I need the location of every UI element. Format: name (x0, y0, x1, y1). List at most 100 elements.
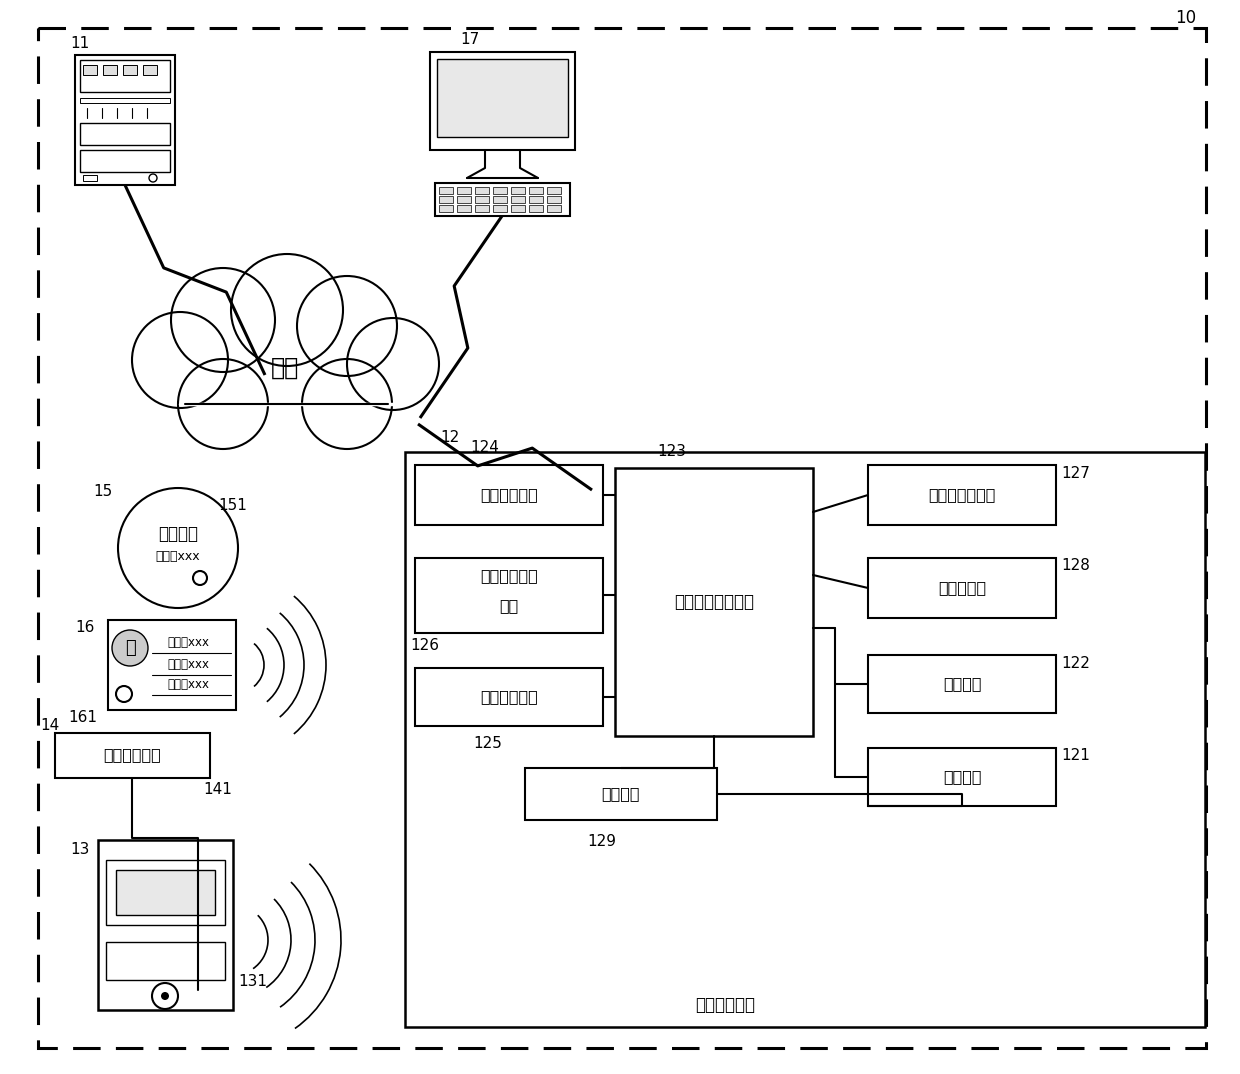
Polygon shape (494, 187, 507, 194)
Text: 131: 131 (238, 974, 267, 989)
Polygon shape (436, 59, 568, 137)
Polygon shape (868, 465, 1056, 525)
Polygon shape (81, 60, 170, 92)
Text: 127: 127 (1061, 465, 1090, 480)
Polygon shape (143, 66, 157, 75)
Circle shape (112, 630, 148, 666)
Text: 姓名：xxx: 姓名：xxx (167, 636, 210, 649)
Polygon shape (415, 668, 603, 726)
Polygon shape (439, 195, 453, 203)
Circle shape (231, 253, 343, 366)
Text: 12: 12 (440, 430, 459, 445)
Text: 13: 13 (69, 842, 89, 857)
Circle shape (161, 992, 169, 1000)
Polygon shape (439, 187, 453, 194)
Circle shape (171, 268, 275, 372)
Polygon shape (547, 187, 560, 194)
Text: 在此工作: 在此工作 (157, 525, 198, 543)
Circle shape (193, 571, 207, 585)
Polygon shape (98, 840, 233, 1010)
Polygon shape (108, 620, 236, 710)
Polygon shape (123, 66, 136, 75)
Polygon shape (458, 187, 471, 194)
Polygon shape (83, 175, 97, 182)
Text: 129: 129 (587, 834, 616, 850)
Polygon shape (105, 942, 224, 979)
Text: 职务：xxx: 职务：xxx (167, 678, 210, 691)
Text: 液晶触摸显示屏: 液晶触摸显示屏 (929, 488, 996, 503)
Polygon shape (458, 205, 471, 212)
Polygon shape (475, 195, 489, 203)
Polygon shape (868, 655, 1056, 713)
Polygon shape (105, 860, 224, 925)
Text: 手持终端设备: 手持终端设备 (694, 996, 755, 1014)
Text: 近场通信识别: 近场通信识别 (480, 568, 538, 583)
Circle shape (131, 313, 228, 408)
Polygon shape (494, 205, 507, 212)
Polygon shape (494, 195, 507, 203)
Polygon shape (81, 98, 170, 103)
Polygon shape (55, 732, 210, 778)
Polygon shape (435, 183, 570, 216)
Polygon shape (458, 195, 471, 203)
Circle shape (117, 686, 131, 702)
Polygon shape (615, 468, 813, 736)
Polygon shape (511, 187, 525, 194)
Polygon shape (475, 205, 489, 212)
Polygon shape (547, 205, 560, 212)
Polygon shape (415, 558, 603, 633)
Polygon shape (103, 66, 117, 75)
Circle shape (118, 488, 238, 608)
Text: 现场接地装置: 现场接地装置 (103, 748, 161, 763)
Circle shape (347, 318, 439, 410)
Text: 141: 141 (203, 783, 232, 798)
Text: 121: 121 (1061, 749, 1090, 764)
Circle shape (298, 276, 397, 376)
Text: 网络: 网络 (270, 355, 299, 380)
Text: 扬声器电路: 扬声器电路 (937, 581, 986, 595)
Polygon shape (415, 465, 603, 525)
Text: 中央处理芯片电路: 中央处理芯片电路 (675, 593, 754, 611)
Polygon shape (83, 66, 97, 75)
Text: 122: 122 (1061, 655, 1090, 670)
Text: 电路: 电路 (500, 598, 518, 613)
Polygon shape (430, 52, 575, 150)
Polygon shape (868, 748, 1056, 806)
Text: 电源电路: 电源电路 (601, 786, 640, 801)
Text: 15: 15 (93, 484, 113, 499)
Polygon shape (117, 870, 215, 915)
Text: 151: 151 (218, 497, 247, 512)
Text: 人: 人 (125, 639, 135, 657)
Polygon shape (868, 558, 1056, 618)
Polygon shape (547, 195, 560, 203)
Polygon shape (81, 150, 170, 172)
Polygon shape (511, 205, 525, 212)
Circle shape (179, 359, 268, 449)
Text: 126: 126 (410, 638, 439, 653)
Text: 10: 10 (1176, 9, 1197, 27)
Polygon shape (81, 124, 170, 145)
Text: 125: 125 (472, 737, 502, 752)
Polygon shape (529, 205, 543, 212)
Polygon shape (439, 205, 453, 212)
Polygon shape (529, 187, 543, 194)
Polygon shape (475, 187, 489, 194)
Text: 编号：xxx: 编号：xxx (156, 550, 201, 563)
Text: 16: 16 (74, 621, 94, 636)
Text: 14: 14 (40, 717, 60, 732)
Text: 部门：xxx: 部门：xxx (167, 657, 210, 670)
Text: 摄像装置: 摄像装置 (942, 769, 981, 784)
Text: 128: 128 (1061, 558, 1090, 574)
Text: 124: 124 (470, 440, 498, 455)
Polygon shape (511, 195, 525, 203)
Text: 17: 17 (460, 31, 479, 46)
Circle shape (303, 359, 392, 449)
Text: 射频识别电路: 射频识别电路 (480, 690, 538, 705)
Polygon shape (405, 452, 1205, 1027)
Text: 161: 161 (68, 711, 97, 726)
Polygon shape (525, 768, 717, 821)
Text: 无线通信电路: 无线通信电路 (480, 488, 538, 503)
Polygon shape (74, 55, 175, 185)
Text: 录音装置: 录音装置 (942, 677, 981, 692)
Polygon shape (529, 195, 543, 203)
